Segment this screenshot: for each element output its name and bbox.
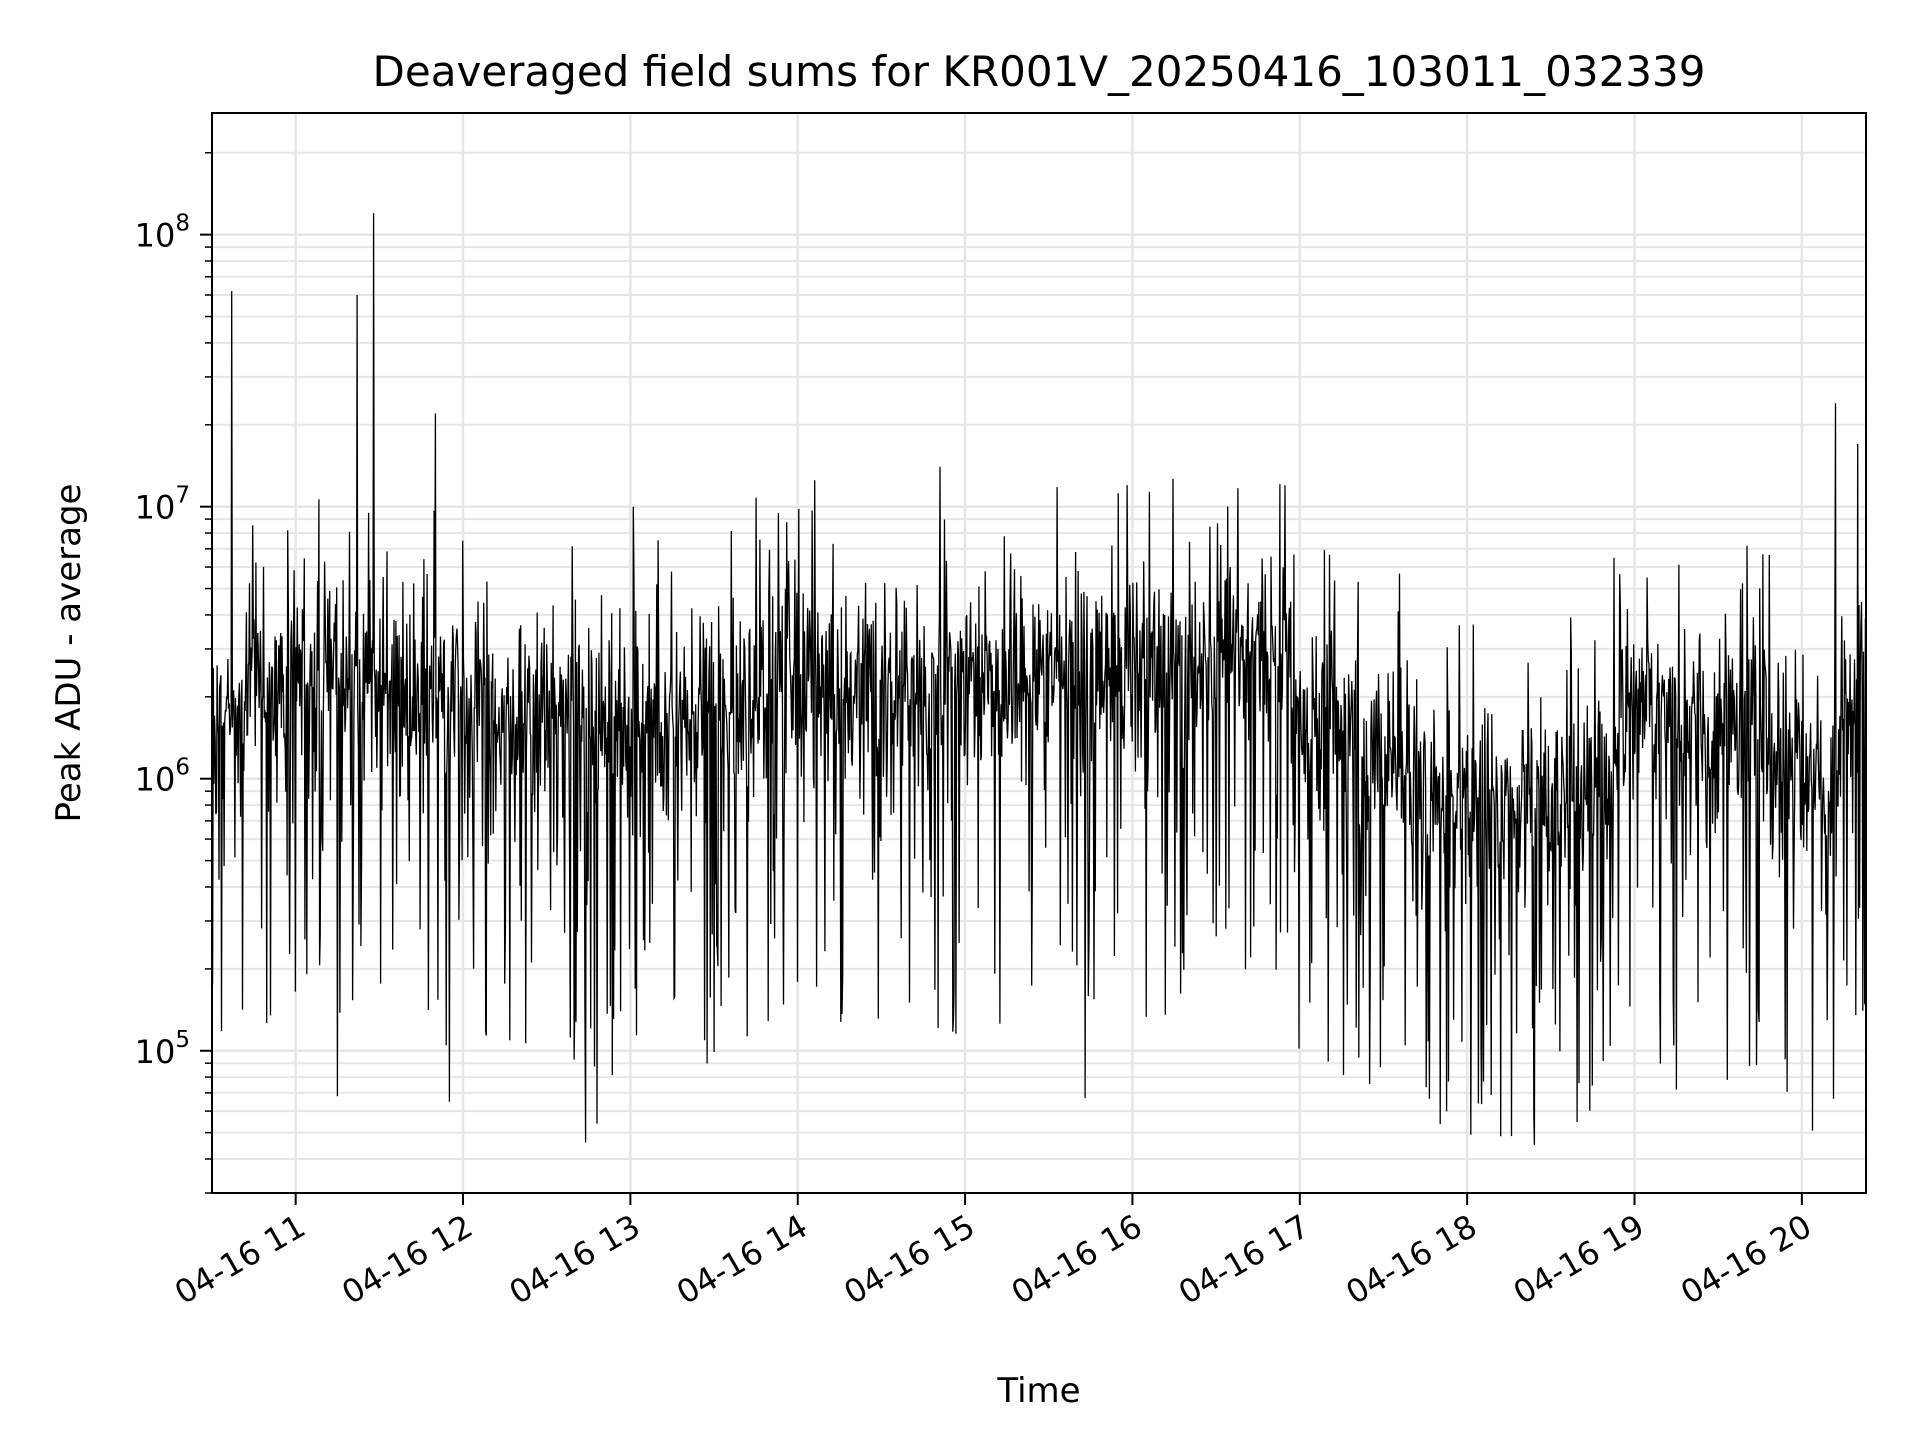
- x-axis-label: Time: [996, 1371, 1080, 1411]
- chart-title: Deaveraged field sums for KR001V_2025041…: [373, 47, 1706, 96]
- series-line: [211, 213, 1867, 1145]
- y-axis-label: Peak ADU - average: [49, 484, 89, 823]
- plot-frame: [211, 112, 1867, 1194]
- y-tick-label: 105: [135, 1027, 190, 1071]
- series-layer: [211, 213, 1867, 1145]
